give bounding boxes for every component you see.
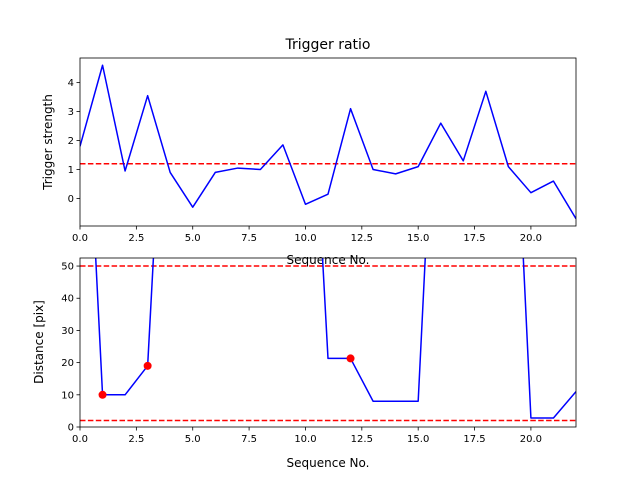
data-point-marker: [143, 361, 152, 370]
x-axis-label: Sequence No.: [287, 456, 370, 470]
x-tick-label: 2.5: [128, 233, 144, 244]
x-tick-label: 5.0: [185, 233, 201, 244]
x-tick-label: 17.5: [463, 233, 485, 244]
series-line: [94, 258, 576, 419]
y-axis-label: Distance [pix]: [32, 300, 46, 384]
x-tick-label: 10.0: [294, 434, 316, 445]
data-point-marker: [346, 354, 355, 363]
y-tick-label: 20: [61, 358, 74, 369]
y-axis-label: Trigger strength: [41, 94, 55, 191]
y-tick-label: 1: [68, 165, 74, 176]
x-tick-label: 20.0: [520, 434, 542, 445]
axes-frame: [79, 57, 577, 227]
y-tick-label: 0: [68, 194, 74, 205]
x-tick-label: 2.5: [128, 434, 144, 445]
x-tick-label: 7.5: [241, 233, 257, 244]
x-tick-label: 12.5: [351, 434, 373, 445]
x-tick-label: 12.5: [351, 233, 373, 244]
x-tick-label: 15.0: [407, 434, 429, 445]
x-tick-label: 17.5: [463, 434, 485, 445]
y-tick-label: 4: [68, 78, 74, 89]
axes-frame: [79, 257, 577, 428]
y-tick-label: 2: [68, 136, 74, 147]
y-tick-label: 50: [61, 262, 74, 273]
x-tick-label: 10.0: [294, 233, 316, 244]
x-tick-label: 7.5: [241, 434, 257, 445]
x-axis-label: Sequence No.: [287, 253, 370, 267]
x-tick-label: 0.0: [72, 434, 88, 445]
y-tick-label: 10: [61, 390, 74, 401]
y-tick-label: 0: [68, 423, 74, 434]
y-tick-label: 3: [68, 107, 74, 118]
y-tick-label: 40: [61, 294, 74, 305]
x-tick-label: 0.0: [72, 233, 88, 244]
data-point-marker: [98, 390, 107, 399]
x-tick-label: 20.0: [520, 233, 542, 244]
chart-title: Trigger ratio: [284, 37, 370, 53]
y-tick-label: 30: [61, 326, 74, 337]
x-tick-label: 5.0: [185, 434, 201, 445]
distance-chart: 0.0 2.5 5.0 7.5 10.0 12.5 15.0 17.5 20.0 0 10 20 30…: [32, 257, 577, 470]
series-line: [80, 64, 576, 220]
trigger-ratio-chart: Trigger ratio 0.0 2.5 5.0 7.5 10.0 12.5 15.0 17…: [41, 37, 577, 267]
x-tick-label: 15.0: [407, 233, 429, 244]
